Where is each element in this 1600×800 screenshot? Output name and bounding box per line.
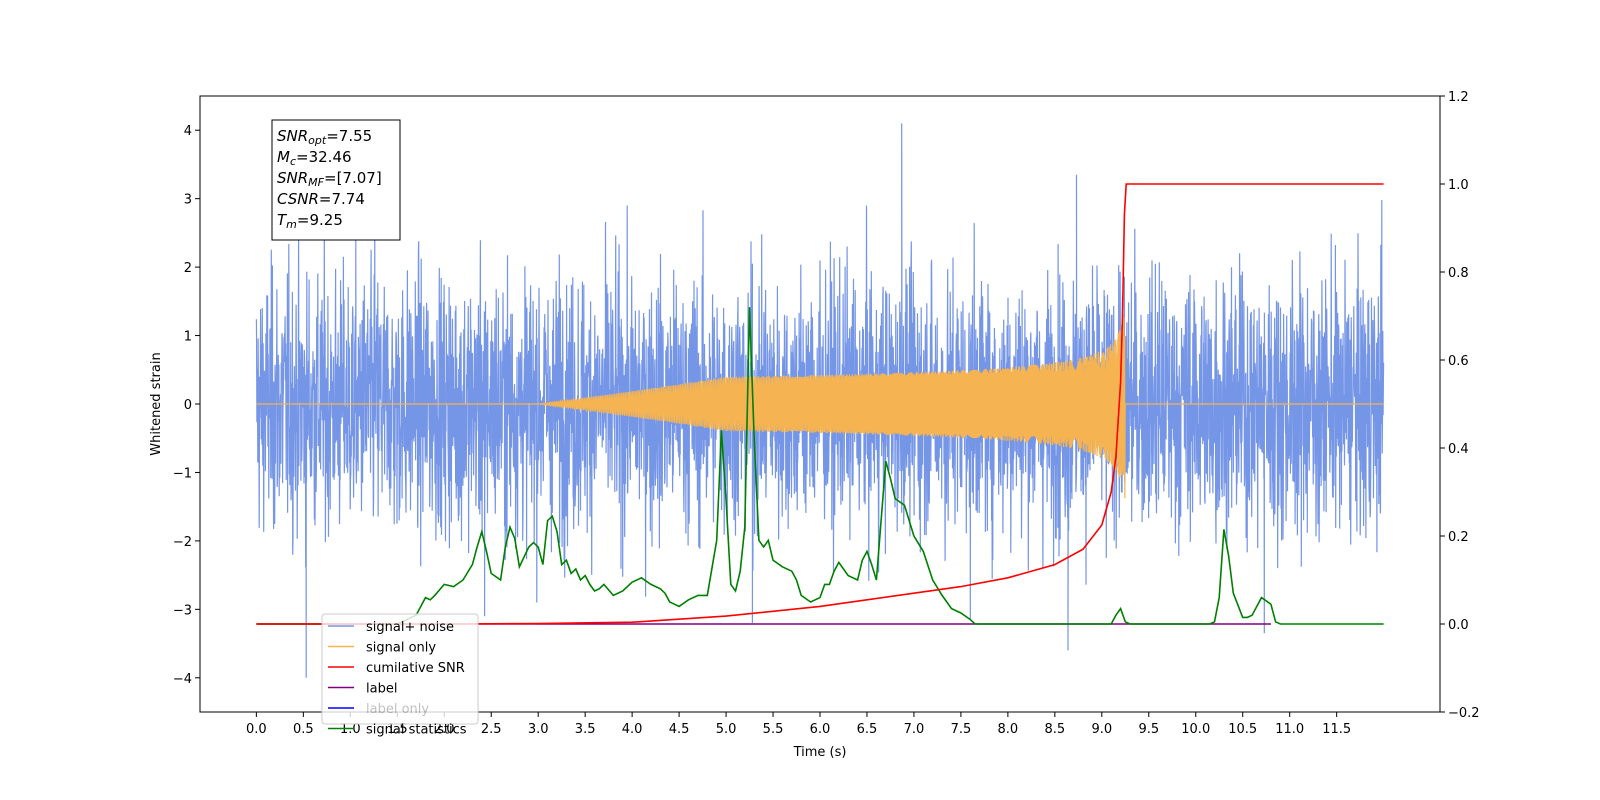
legend-label: signal+ noise: [366, 620, 454, 635]
x-tick-label: 2.5: [481, 722, 502, 737]
x-tick-label: 3.0: [528, 722, 549, 737]
y-tick-label: −1: [173, 466, 192, 481]
stat-line: Tm=9.25: [277, 211, 343, 231]
stat-line: CSNR=7.74: [277, 190, 365, 208]
x-tick-label: 0.5: [293, 722, 314, 737]
y-tick-label: −2: [173, 535, 192, 550]
x-tick-label: 1.5: [387, 722, 408, 737]
legend-frame: [321, 613, 479, 725]
series-signal-only: [256, 316, 1384, 499]
y2-tick-label: 1.0: [1448, 178, 1469, 193]
x-tick-label: 10.0: [1181, 722, 1210, 737]
x-tick-label: 4.5: [669, 722, 690, 737]
legend-label: signal only: [366, 641, 436, 656]
x-tick-label: 11.0: [1275, 722, 1304, 737]
x-tick-label: 9.5: [1138, 722, 1159, 737]
y2-tick-label: −0.2: [1448, 706, 1480, 721]
x-tick-label: 0.0: [246, 722, 267, 737]
stat-line: SNRopt=7.55: [277, 127, 372, 147]
y2-tick-label: 1.2: [1448, 90, 1469, 105]
y-tick-label: −4: [173, 672, 192, 687]
x-axis: 0.0 0.5 1.0 1.5 2.0 2.5 3.0 3.5 4.0 4.5 5.0 5.5 6.0 6…: [246, 712, 1351, 737]
y2-tick-label: 0.4: [1448, 442, 1469, 457]
stat-line: Mc=32.46: [277, 148, 352, 168]
x-tick-label: 6.0: [810, 722, 831, 737]
x-tick-label: 1.0: [340, 722, 361, 737]
y-axis-right: −0.2 0.0 0.2 0.4 0.6 0.8 1.0 1.2: [1440, 90, 1480, 721]
y-tick-label: 4: [184, 124, 192, 139]
y-axis-left: −4 −3 −2 −1 0 1 2 3 4: [173, 124, 200, 687]
x-tick-label: 11.5: [1322, 722, 1351, 737]
stat-line: SNRMF=[7.07]: [277, 169, 382, 189]
y-tick-label: 1: [184, 330, 192, 345]
series-cumilative-snr: [256, 183, 1384, 625]
legend-label: label only: [366, 702, 429, 717]
legend-label: cumilative SNR: [366, 661, 465, 676]
y-tick-label: 3: [184, 193, 192, 208]
legend-label: label: [366, 682, 397, 697]
x-tick-label: 8.0: [998, 722, 1019, 737]
x-tick-label: 5.5: [763, 722, 784, 737]
y-tick-label: 0: [184, 398, 192, 413]
x-tick-label: 10.5: [1228, 722, 1257, 737]
x-tick-label: 6.5: [857, 722, 878, 737]
y2-tick-label: 0.0: [1448, 618, 1469, 633]
y-tick-label: 2: [184, 261, 192, 276]
stats-box: SNRopt=7.55Mc=32.46SNRMF=[7.07]CSNR=7.74…: [271, 119, 401, 241]
x-tick-label: 9.0: [1091, 722, 1112, 737]
legend: signal+ noise signal only cumilative SNR la…: [321, 613, 479, 738]
y2-tick-label: 0.2: [1448, 530, 1469, 545]
x-tick-label: 8.5: [1045, 722, 1066, 737]
y-axis-label: Whitened strain: [149, 352, 164, 455]
x-tick-label: 2.0: [434, 722, 455, 737]
series-signal-noise: [255, 123, 1385, 678]
y2-tick-label: 0.8: [1448, 266, 1469, 281]
x-tick-label: 5.0: [716, 722, 737, 737]
series-signal-statistics: [256, 307, 1384, 625]
x-tick-label: 4.0: [622, 722, 643, 737]
legend-label: signal statistics: [366, 723, 467, 738]
x-tick-label: 7.5: [951, 722, 972, 737]
x-tick-label: 3.5: [575, 722, 596, 737]
x-tick-label: 7.0: [904, 722, 925, 737]
x-axis-label: Time (s): [793, 745, 847, 760]
y-tick-label: −3: [173, 603, 192, 618]
y2-tick-label: 0.6: [1448, 354, 1469, 369]
stats-box-frame: [271, 119, 401, 241]
